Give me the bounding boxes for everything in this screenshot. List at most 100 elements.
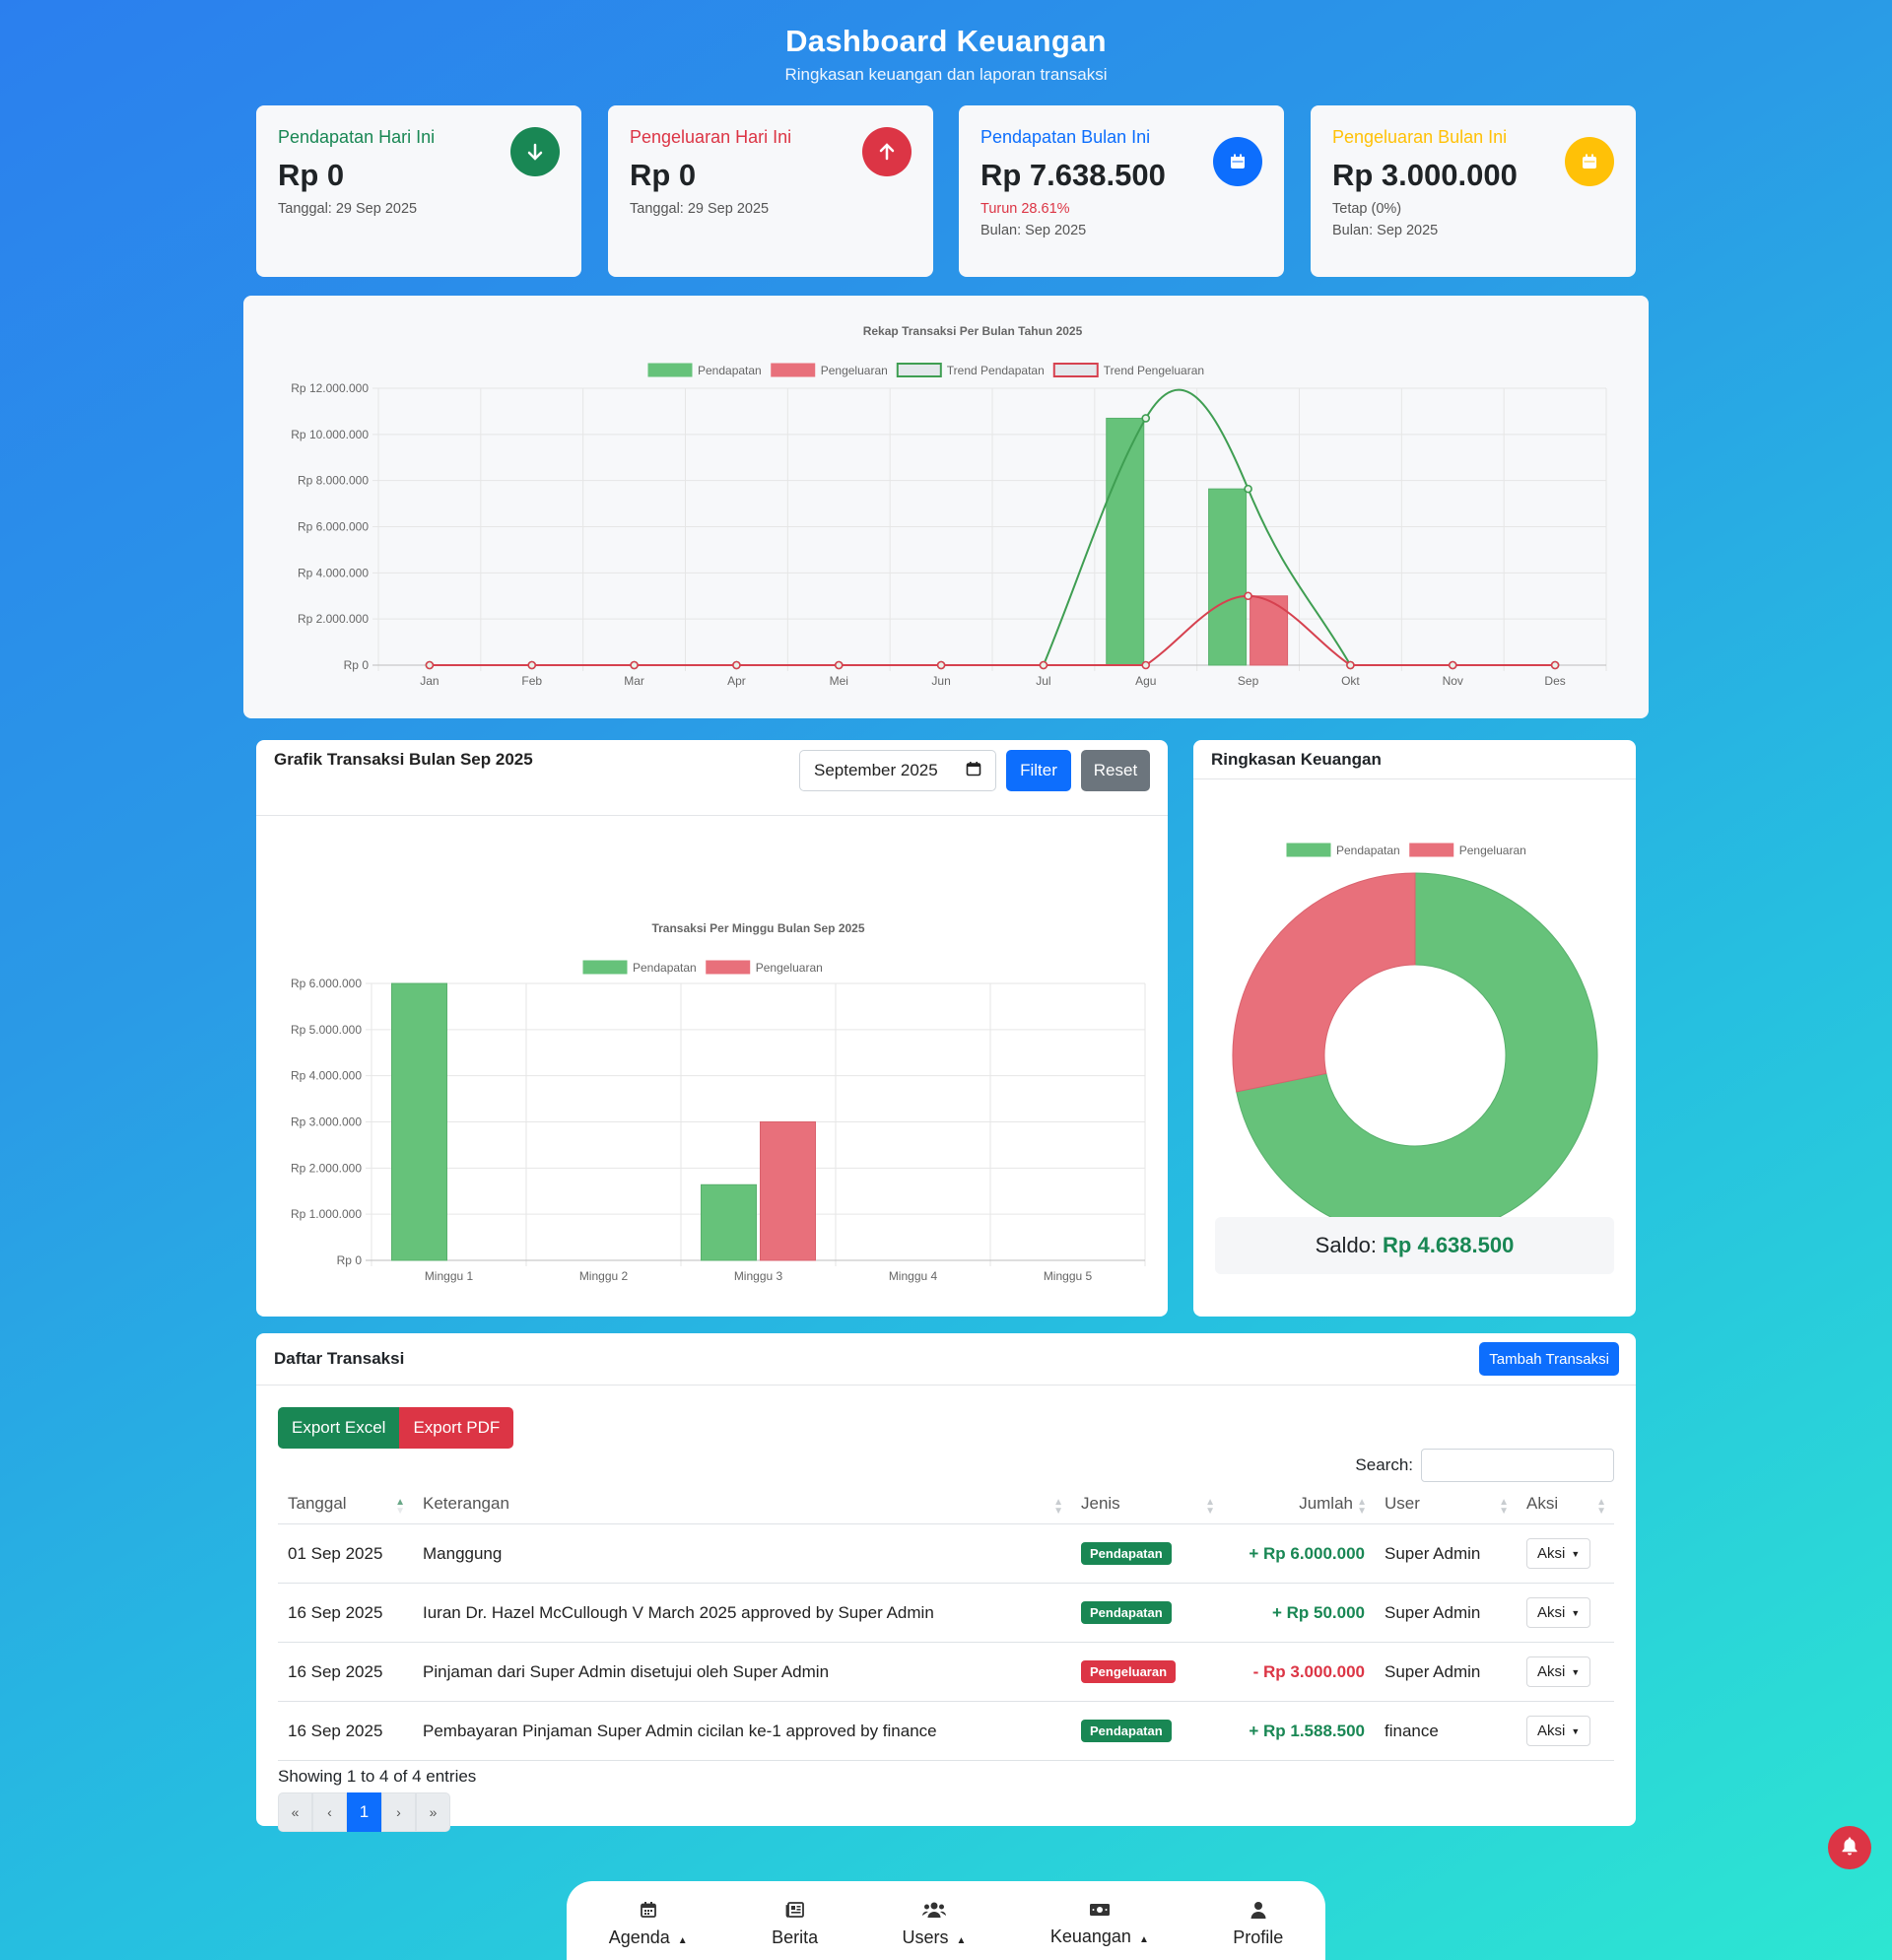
- nav-item-profile[interactable]: Profile: [1233, 1901, 1283, 1948]
- column-header-jumlah[interactable]: Jumlah ▲ ▼: [1223, 1484, 1375, 1524]
- summary-title: Ringkasan Keuangan: [1211, 750, 1382, 769]
- chart-title: Transaksi Per Minggu Bulan Sep 2025: [651, 921, 864, 935]
- legend-swatch: [896, 363, 942, 377]
- page-prev-button[interactable]: ‹: [312, 1792, 347, 1832]
- type-badge: Pendapatan: [1081, 1542, 1172, 1565]
- page-1-button[interactable]: 1: [347, 1792, 381, 1832]
- cell-desc: Pembayaran Pinjaman Super Admin cicilan …: [413, 1701, 1071, 1761]
- type-badge: Pendapatan: [1081, 1601, 1172, 1624]
- export-excel-button[interactable]: Export Excel: [278, 1407, 400, 1449]
- bar-pengeluaran: [760, 1121, 816, 1261]
- calendar-icon[interactable]: [966, 761, 981, 781]
- x-tick-label: Minggu 1: [425, 1269, 474, 1283]
- search-label: Search:: [1355, 1455, 1413, 1474]
- weekly-card-title: Grafik Transaksi Bulan Sep 2025: [274, 750, 533, 769]
- nav-label: Users: [902, 1927, 949, 1947]
- y-tick-label: Rp 0: [337, 1253, 363, 1267]
- line-point: [1346, 660, 1355, 670]
- y-tick-label: Rp 4.000.000: [298, 566, 369, 579]
- search-input[interactable]: [1421, 1449, 1614, 1482]
- line-point: [834, 660, 844, 670]
- x-tick-label: Minggu 5: [1044, 1269, 1093, 1283]
- table-info: Showing 1 to 4 of 4 entries: [278, 1767, 477, 1786]
- caret-down-icon: ▼: [1571, 1725, 1581, 1736]
- column-header-tanggal[interactable]: Tanggal ▲ ▼: [278, 1484, 413, 1524]
- aksi-dropdown-button[interactable]: Aksi ▼: [1526, 1597, 1591, 1628]
- page-first-button[interactable]: «: [278, 1792, 312, 1832]
- column-header-keterangan[interactable]: Keterangan ▲ ▼: [413, 1484, 1071, 1524]
- stat-title: Pengeluaran Hari Ini: [630, 127, 792, 147]
- cell-amount: + Rp 1.588.500: [1223, 1701, 1375, 1761]
- page-subtitle: Ringkasan keuangan dan laporan transaksi: [784, 65, 1108, 84]
- caret-down-icon: ▼: [1571, 1666, 1581, 1677]
- y-tick-label: Rp 6.000.000: [298, 520, 369, 534]
- notification-bell-button[interactable]: [1828, 1826, 1871, 1869]
- summary-card: Ringkasan Keuangan Pendapatan Pengeluaran…: [1193, 740, 1636, 1317]
- x-tick-label: Apr: [727, 674, 746, 688]
- page-title: Dashboard Keuangan: [785, 24, 1107, 58]
- legend-label: Pendapatan: [633, 961, 697, 975]
- x-tick-label: Mei: [830, 674, 848, 688]
- calendar-icon: [1213, 137, 1262, 186]
- stat-card-income-month: Pendapatan Bulan Ini Rp 7.638.500 Turun …: [959, 105, 1284, 277]
- table-row: 01 Sep 2025 Manggung Pendapatan + Rp 6.0…: [278, 1523, 1614, 1584]
- nav-item-users[interactable]: Users ▲: [902, 1901, 966, 1948]
- newspaper-icon: [785, 1901, 805, 1924]
- stat-card-income-today: Pendapatan Hari Ini Rp 0 Tanggal: 29 Sep…: [256, 105, 581, 277]
- type-badge: Pendapatan: [1081, 1720, 1172, 1742]
- page-next-button[interactable]: ›: [381, 1792, 416, 1832]
- y-tick-label: Rp 5.000.000: [291, 1023, 362, 1037]
- stat-trend: Turun 28.61%: [980, 201, 1070, 217]
- x-tick-label: Nov: [1443, 674, 1463, 688]
- x-tick-label: Des: [1544, 674, 1565, 688]
- line-point: [1550, 660, 1560, 670]
- saldo-box: Saldo: Rp 4.638.500: [1215, 1217, 1614, 1274]
- y-tick-label: Rp 6.000.000: [291, 977, 362, 990]
- arrow-up-icon: [862, 127, 912, 176]
- table-row: 16 Sep 2025 Iuran Dr. Hazel McCullough V…: [278, 1583, 1614, 1643]
- aksi-dropdown-button[interactable]: Aksi ▼: [1526, 1716, 1591, 1746]
- bell-icon: [1841, 1836, 1858, 1860]
- legend-label: Pendapatan: [698, 364, 762, 377]
- user-icon: [1250, 1901, 1267, 1924]
- y-tick-label: Rp 10.000.000: [291, 428, 369, 441]
- column-header-user[interactable]: User ▲ ▼: [1375, 1484, 1517, 1524]
- stat-sub: Tanggal: 29 Sep 2025: [630, 201, 770, 217]
- page-last-button[interactable]: »: [416, 1792, 450, 1832]
- line-point: [1141, 660, 1151, 670]
- stat-card-expense-month: Pengeluaran Bulan Ini Rp 3.000.000 Tetap…: [1311, 105, 1636, 277]
- add-transaction-button[interactable]: Tambah Transaksi: [1479, 1342, 1619, 1376]
- stat-value: Rp 3.000.000: [1332, 158, 1518, 192]
- line-point: [1244, 591, 1252, 601]
- export-pdf-button[interactable]: Export PDF: [399, 1407, 514, 1449]
- y-tick-label: Rp 4.000.000: [291, 1069, 362, 1083]
- column-header-jenis[interactable]: Jenis ▲ ▼: [1071, 1484, 1223, 1524]
- nav-item-berita[interactable]: Berita: [772, 1901, 818, 1948]
- filter-button[interactable]: Filter: [1006, 750, 1071, 791]
- cell-amount: + Rp 6.000.000: [1223, 1523, 1375, 1584]
- saldo-label: Saldo:: [1315, 1233, 1378, 1257]
- legend-label: Pengeluaran: [1459, 844, 1526, 857]
- line-point: [630, 660, 639, 670]
- legend-swatch: [706, 960, 751, 975]
- stat-title: Pendapatan Bulan Ini: [980, 127, 1151, 147]
- cell-date: 01 Sep 2025: [278, 1523, 413, 1584]
- column-header-aksi[interactable]: Aksi ▲ ▼: [1517, 1484, 1614, 1524]
- money-icon: [1089, 1902, 1111, 1923]
- nav-label: Profile: [1233, 1927, 1284, 1947]
- bar-pengeluaran: [1250, 595, 1289, 666]
- table-row: 16 Sep 2025 Pinjaman dari Super Admin di…: [278, 1642, 1614, 1702]
- line-point: [1039, 660, 1048, 670]
- legend-label: Trend Pendapatan: [947, 364, 1045, 377]
- aksi-dropdown-button[interactable]: Aksi ▼: [1526, 1538, 1591, 1569]
- nav-item-agenda[interactable]: Agenda ▲: [609, 1901, 688, 1948]
- legend-swatch: [1052, 363, 1099, 377]
- nav-item-keuangan[interactable]: Keuangan ▲: [1050, 1902, 1149, 1947]
- bottom-nav: Agenda ▲ Berita Users ▲ Keuangan ▲ Profile: [567, 1881, 1325, 1960]
- page-header: Dashboard Keuangan Ringkasan keuangan da…: [0, 24, 1892, 85]
- aksi-dropdown-button[interactable]: Aksi ▼: [1526, 1656, 1591, 1687]
- reset-button[interactable]: Reset: [1081, 750, 1150, 791]
- cell-user: Super Admin: [1375, 1642, 1517, 1702]
- nav-label: Agenda: [608, 1927, 670, 1947]
- month-date-input[interactable]: September 2025: [799, 750, 996, 791]
